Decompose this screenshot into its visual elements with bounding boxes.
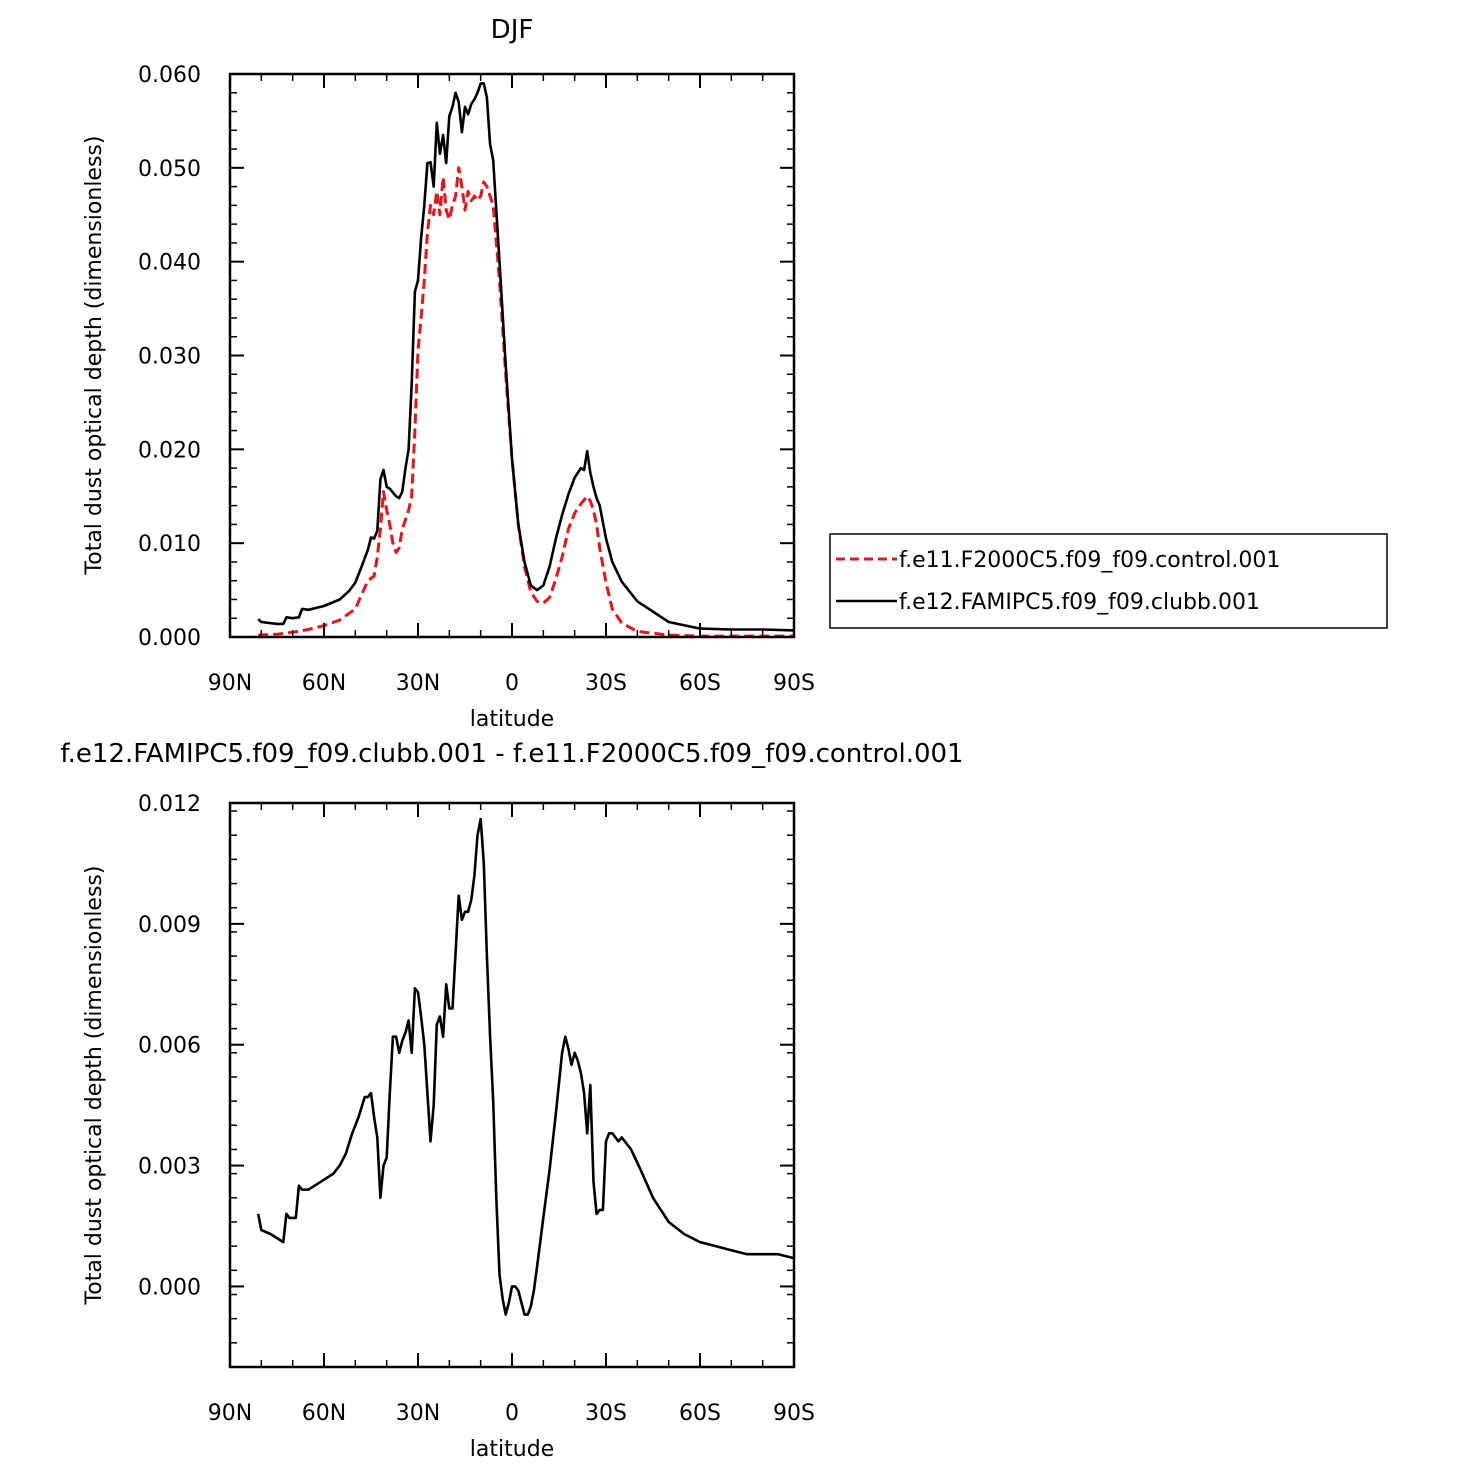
x-tick-label: 90N <box>208 1401 252 1426</box>
top-panel: DJF 90N 60N 30N 0 30S 60S 90S 0.000 0.010 0.020 0.… <box>82 15 1388 732</box>
y-tick-label: 0.020 <box>138 438 201 463</box>
x-tick-label: 30N <box>396 1401 440 1426</box>
x-tick-label: 60S <box>679 1401 721 1426</box>
top-panel-lines <box>257 82 795 638</box>
legend: f.e11.F2000C5.f09_f09.control.001 f.e12.… <box>829 533 1388 629</box>
bottom-panel-ticks: 90N 60N 30N 0 30S 60S 90S 0.000 0.003 0.006 0.009 0… <box>138 792 815 1426</box>
x-tick-label: 90S <box>773 671 815 696</box>
x-tick-label: 60N <box>302 1401 346 1426</box>
top-x-axis-label: latitude <box>470 707 554 732</box>
x-tick-label: 30N <box>396 671 440 696</box>
x-tick-label: 30S <box>585 1401 627 1426</box>
y-tick-label: 0.060 <box>138 63 201 88</box>
bottom-panel-lines <box>256 817 795 1316</box>
y-tick-label: 0.012 <box>138 792 201 817</box>
bottom-plot-title: f.e12.FAMIPC5.f09_f09.clubb.001 - f.e11.… <box>60 739 963 769</box>
x-tick-label: 0 <box>505 671 519 696</box>
x-tick-label: 90S <box>773 1401 815 1426</box>
bottom-x-axis-label: latitude <box>470 1437 554 1462</box>
x-tick-label: 90N <box>208 671 252 696</box>
y-tick-label: 0.003 <box>138 1155 201 1180</box>
y-tick-label: 0.009 <box>138 913 201 938</box>
y-tick-label: 0.030 <box>138 345 201 370</box>
x-tick-label: 60N <box>302 671 346 696</box>
bottom-panel: f.e12.FAMIPC5.f09_f09.clubb.001 - f.e11.… <box>60 739 963 1462</box>
y-tick-label: 0.040 <box>138 251 201 276</box>
y-tick-label: 0.050 <box>138 157 201 182</box>
series-line-0-0 <box>258 166 794 638</box>
y-tick-label: 0.000 <box>138 1275 201 1300</box>
y-tick-label: 0.000 <box>138 626 201 651</box>
bottom-y-axis-label: Total dust optical depth (dimensionless) <box>82 866 107 1306</box>
series-line-1-0 <box>256 817 795 1316</box>
x-tick-label: 30S <box>585 671 627 696</box>
legend-label-control: f.e11.F2000C5.f09_f09.control.001 <box>899 548 1280 573</box>
x-tick-label: 0 <box>505 1401 519 1426</box>
top-y-axis-label: Total dust optical depth (dimensionless) <box>82 136 107 576</box>
x-tick-label: 60S <box>679 671 721 696</box>
series-line-0-1 <box>257 82 795 632</box>
y-tick-label: 0.006 <box>138 1034 201 1059</box>
top-panel-ticks: 90N 60N 30N 0 30S 60S 90S 0.000 0.010 0.020 0.030 0… <box>138 63 815 696</box>
top-plot-title: DJF <box>491 15 534 45</box>
legend-box <box>829 533 1388 629</box>
bottom-plot-frame <box>228 801 796 1369</box>
legend-label-clubb: f.e12.FAMIPC5.f09_f09.clubb.001 <box>899 590 1260 615</box>
top-plot-frame <box>228 72 796 639</box>
y-tick-label: 0.010 <box>138 532 201 557</box>
